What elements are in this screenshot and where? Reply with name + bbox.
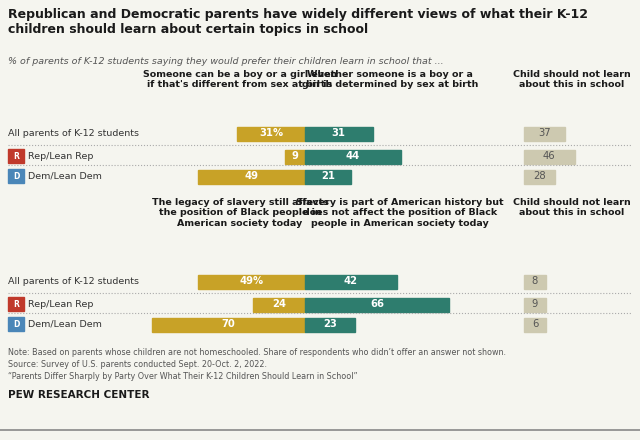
Text: The legacy of slavery still affects
the position of Black people in
American soc: The legacy of slavery still affects the … <box>152 198 328 228</box>
Text: Dem/Lean Dem: Dem/Lean Dem <box>28 172 102 180</box>
Text: D: D <box>13 172 19 180</box>
Text: All parents of K-12 students: All parents of K-12 students <box>8 128 139 137</box>
Text: 70: 70 <box>222 319 236 329</box>
Text: 9: 9 <box>532 299 538 309</box>
Bar <box>8 169 24 183</box>
Text: Child should not learn
about this in school: Child should not learn about this in sch… <box>513 70 631 89</box>
Text: 31%: 31% <box>259 128 284 138</box>
Text: “Parents Differ Sharply by Party Over What Their K-12 Children Should Learn in S: “Parents Differ Sharply by Party Over Wh… <box>8 372 358 381</box>
Text: 37: 37 <box>538 128 550 138</box>
Text: Someone can be a boy or a girl even
if that's different from sex at birth: Someone can be a boy or a girl even if t… <box>143 70 337 89</box>
Text: All parents of K-12 students: All parents of K-12 students <box>8 276 139 286</box>
Bar <box>524 298 546 312</box>
Text: Source: Survey of U.S. parents conducted Sept. 20-Oct. 2, 2022.: Source: Survey of U.S. parents conducted… <box>8 360 267 369</box>
Text: Rep/Lean Rep: Rep/Lean Rep <box>28 300 93 308</box>
Text: 9: 9 <box>292 151 299 161</box>
Bar <box>524 318 546 332</box>
Text: 31: 31 <box>332 128 346 138</box>
Text: 8: 8 <box>532 276 538 286</box>
Text: 6: 6 <box>532 319 538 329</box>
Text: Republican and Democratic parents have widely different views of what their K-12: Republican and Democratic parents have w… <box>8 8 588 36</box>
Bar <box>237 127 305 141</box>
Text: Whether someone is a boy or a
girl is determined by sex at birth: Whether someone is a boy or a girl is de… <box>302 70 478 89</box>
Text: 21: 21 <box>321 171 335 181</box>
Text: Child should not learn
about this in school: Child should not learn about this in sch… <box>513 198 631 217</box>
Text: PEW RESEARCH CENTER: PEW RESEARCH CENTER <box>8 390 150 400</box>
Bar <box>305 150 401 164</box>
Text: D: D <box>13 319 19 329</box>
Bar <box>524 275 546 289</box>
Bar <box>305 318 355 332</box>
Text: 66: 66 <box>370 299 384 309</box>
Bar <box>152 318 305 332</box>
Text: 46: 46 <box>543 151 556 161</box>
Text: 44: 44 <box>346 151 360 161</box>
Text: Slavery is part of American history but
does not affect the position of Black
pe: Slavery is part of American history but … <box>296 198 504 228</box>
Bar <box>524 150 575 164</box>
Text: R: R <box>13 300 19 308</box>
Bar <box>8 149 24 163</box>
Text: 23: 23 <box>323 319 337 329</box>
Text: R: R <box>13 151 19 161</box>
Bar <box>524 170 555 184</box>
Text: Dem/Lean Dem: Dem/Lean Dem <box>28 319 102 329</box>
Text: 24: 24 <box>272 299 286 309</box>
Bar <box>305 275 397 289</box>
Bar <box>8 317 24 331</box>
Bar <box>198 275 305 289</box>
Bar <box>198 170 305 184</box>
Bar <box>305 127 372 141</box>
Bar <box>305 298 449 312</box>
Bar <box>8 297 24 311</box>
Bar <box>305 170 351 184</box>
Text: Note: Based on parents whose children are not homeschooled. Share of respondents: Note: Based on parents whose children ar… <box>8 348 506 357</box>
Text: % of parents of K-12 students saying they would prefer their children learn in s: % of parents of K-12 students saying the… <box>8 57 444 66</box>
Text: Rep/Lean Rep: Rep/Lean Rep <box>28 151 93 161</box>
Text: 28: 28 <box>533 171 546 181</box>
Bar <box>524 127 564 141</box>
Text: 42: 42 <box>344 276 358 286</box>
Bar <box>285 150 305 164</box>
Text: 49: 49 <box>244 171 259 181</box>
Bar <box>253 298 305 312</box>
Text: 49%: 49% <box>239 276 264 286</box>
